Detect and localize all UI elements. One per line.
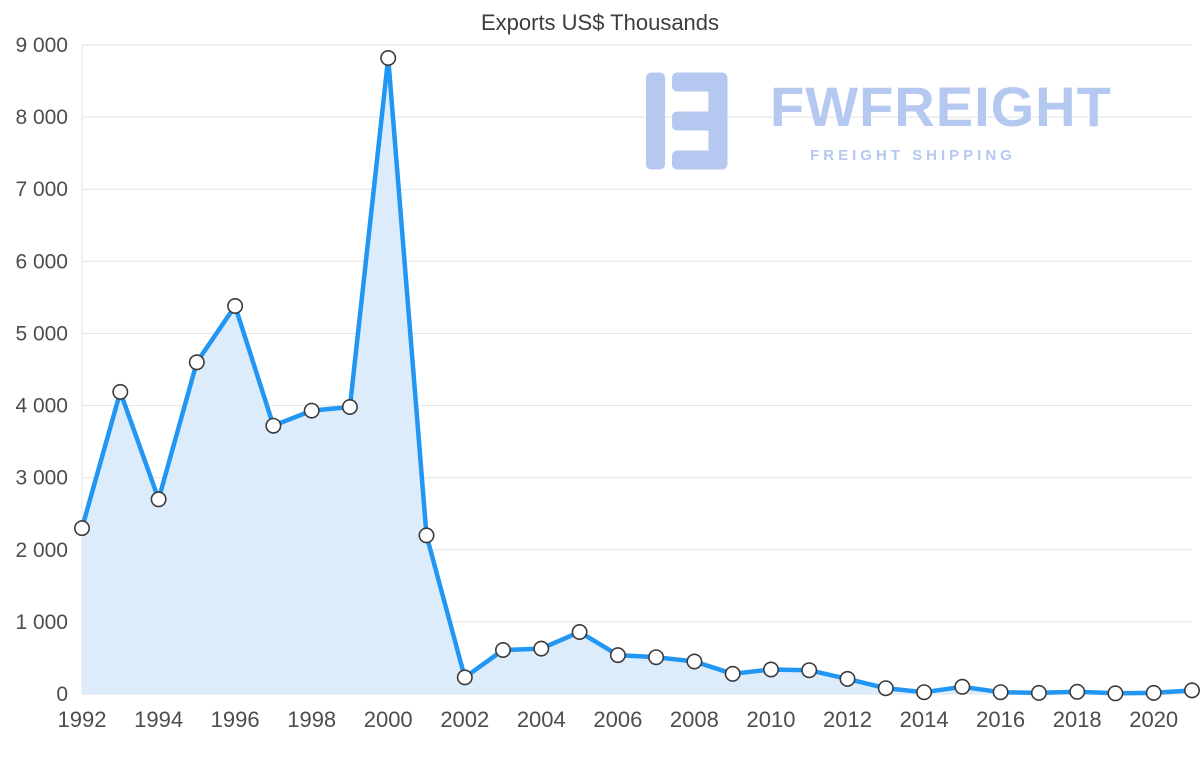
- data-point-marker: [341, 398, 358, 415]
- data-point-marker: [303, 402, 320, 419]
- x-tick-label: 2014: [900, 707, 949, 732]
- x-tick-label: 2012: [823, 707, 872, 732]
- chart-title: Exports US$ Thousands: [480, 10, 720, 35]
- y-tick-label: 1 000: [15, 611, 68, 634]
- data-point-marker: [839, 670, 856, 687]
- data-point-marker: [877, 680, 894, 697]
- x-tick-label: 2018: [1053, 707, 1102, 732]
- data-point-marker: [380, 49, 397, 66]
- data-point-marker: [1069, 683, 1086, 700]
- data-point-marker: [648, 649, 665, 666]
- data-point-marker: [1107, 685, 1124, 702]
- x-tick-label: 2020: [1129, 707, 1178, 732]
- data-point-marker: [1030, 684, 1047, 701]
- data-point-marker: [112, 383, 129, 400]
- x-tick-label: 2008: [670, 707, 719, 732]
- x-tick-label: 2016: [976, 707, 1025, 732]
- data-point-marker: [227, 297, 244, 314]
- x-tick-label: 2000: [364, 707, 413, 732]
- x-tick-label: 2006: [593, 707, 642, 732]
- data-point-marker: [801, 662, 818, 679]
- data-point-marker: [188, 354, 205, 371]
- data-point-marker: [992, 684, 1009, 701]
- y-tick-label: 7 000: [15, 178, 68, 201]
- data-point-marker: [74, 520, 91, 537]
- data-point-marker: [1145, 684, 1162, 701]
- data-point-marker: [150, 491, 167, 508]
- y-tick-label: 9 000: [15, 34, 68, 57]
- data-point-marker: [686, 653, 703, 670]
- x-tick-label: 1996: [211, 707, 260, 732]
- y-tick-label: 8 000: [15, 106, 68, 129]
- data-point-marker: [456, 669, 473, 686]
- data-point-marker: [265, 417, 282, 434]
- data-point-marker: [609, 647, 626, 664]
- area-fill: [82, 58, 1192, 694]
- data-point-marker: [494, 641, 511, 658]
- data-point-marker: [954, 678, 971, 695]
- y-tick-label: 4 000: [15, 395, 68, 418]
- data-point-marker: [418, 527, 435, 544]
- y-tick-label: 2 000: [15, 539, 68, 562]
- y-tick-label: 3 000: [15, 467, 68, 490]
- data-point-marker: [916, 684, 933, 701]
- x-tick-label: 1992: [58, 707, 107, 732]
- data-point-marker: [724, 665, 741, 682]
- y-tick-label: 5 000: [15, 322, 68, 345]
- x-tick-label: 2010: [747, 707, 796, 732]
- x-tick-label: 1994: [134, 707, 183, 732]
- data-point-marker: [571, 623, 588, 640]
- data-point-marker: [533, 640, 550, 657]
- data-point-marker: [762, 661, 779, 678]
- y-tick-label: 0: [56, 683, 68, 706]
- data-point-marker: [1184, 682, 1200, 699]
- x-tick-label: 1998: [287, 707, 336, 732]
- x-tick-label: 2002: [440, 707, 489, 732]
- y-tick-label: 6 000: [15, 250, 68, 273]
- x-tick-label: 2004: [517, 707, 566, 732]
